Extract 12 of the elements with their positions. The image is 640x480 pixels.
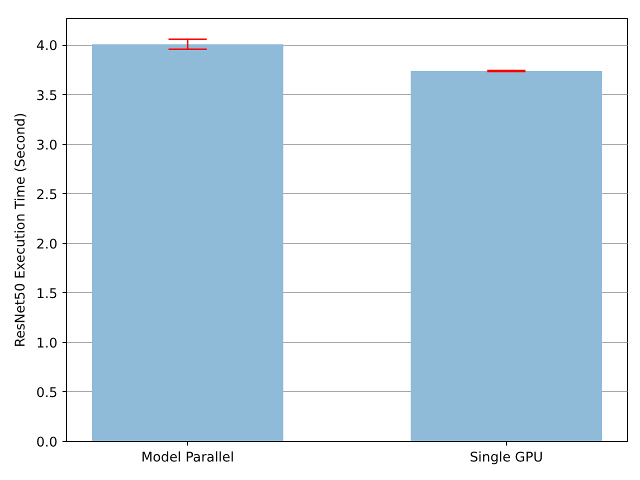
y-axis-title: ResNet50 Execution Time (Second) <box>13 112 28 348</box>
y-tick-label: 0.5 <box>36 386 58 401</box>
y-tick-label: 4.0 <box>36 39 58 54</box>
y-tick-label: 2.0 <box>36 237 58 252</box>
x-tick-label: Single GPU <box>470 450 544 466</box>
y-tick-label: 1.0 <box>36 336 58 352</box>
y-tick-label: 1.5 <box>36 286 58 302</box>
y-tick-label: 0.0 <box>36 436 58 450</box>
y-tick-label: 2.5 <box>36 188 58 203</box>
x-tick-label: Model Parallel <box>141 450 234 466</box>
y-tick-label: 3.5 <box>36 88 58 104</box>
y-tick-label: 3.0 <box>36 138 58 154</box>
